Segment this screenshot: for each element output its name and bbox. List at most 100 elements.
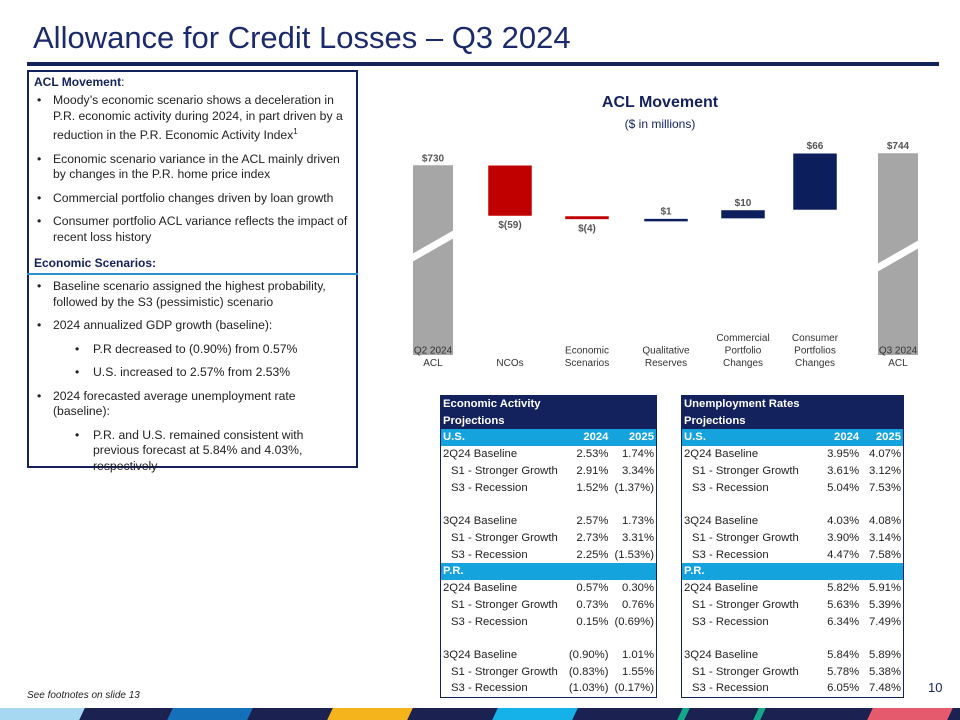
value-2024: 2.25% [576,548,609,561]
heading-text: ACL Movement [34,75,122,89]
value-2024: 3.90% [827,531,860,544]
value-2025: 7.58% [868,548,901,561]
footer-stripe [0,708,960,720]
value-2024: 5.82% [827,582,860,595]
column-header: 2025 [861,429,904,446]
value-2025: 0.76% [621,598,654,611]
value-2025: 5.91% [868,582,901,595]
value-2024: 4.03% [827,515,860,528]
table-row: 2Q24 Baseline 5.82% 5.91% [682,580,904,597]
value-2024: (0.83%) [568,665,609,678]
value-2025: 4.08% [868,515,901,528]
value-2024: (1.03%) [568,682,609,695]
value-2024: 0.57% [576,582,609,595]
value-2025: 3.34% [621,464,654,477]
value-2025: 7.53% [868,481,901,494]
table-row: S3 - Recession (1.03%) (0.17%) [441,680,657,697]
bullet: Commercial portfolio changes driven by l… [35,191,350,207]
value-2024: 6.34% [827,615,860,628]
data-label: $10 [735,198,752,209]
column-header [861,563,904,580]
scenario-label: S1 - Stronger Growth [692,464,799,477]
column-header [819,563,862,580]
table-row: 3Q24 Baseline 4.03% 4.08% [682,513,904,530]
value-2025: 1.01% [621,649,654,662]
data-label: $1 [660,207,672,218]
spacer-row [682,630,904,647]
category-label: Consumer Portfolios Changes [792,333,839,369]
value-2024: 5.63% [827,598,860,611]
bar-total [413,165,453,355]
commentary-panel: ACL Movement: Moody’s economic scenario … [27,70,358,473]
category-label: Qualitative Reserves [642,346,690,370]
scenario-label: 2Q24 Baseline [684,582,759,595]
table-row: S1 - Stronger Growth 5.78% 5.38% [682,664,904,681]
value-2025: (0.17%) [614,682,654,695]
table-row: 3Q24 Baseline 5.84% 5.89% [682,647,904,664]
chart-subtitle: ($ in millions) [624,117,696,131]
value-2025: 7.48% [868,682,901,695]
table-title-row: Projections [440,412,657,429]
value-2024: 0.73% [576,598,609,611]
section-name: P.R. [681,563,820,580]
bullet: Baseline scenario assigned the highest p… [35,279,350,310]
section-divider [27,273,358,276]
value-2025: (1.37%) [614,481,654,494]
table-row: S3 - Recession 1.52% (1.37%) [441,479,657,496]
column-header: 2024 [819,429,862,446]
stripe-segment [677,708,690,720]
value-2025: 0.30% [621,582,654,595]
table-row: S1 - Stronger Growth 5.63% 5.39% [682,597,904,614]
spacer-row [682,496,904,513]
table-row: S1 - Stronger Growth 3.61% 3.12% [682,463,904,480]
data-label: $730 [422,153,445,164]
table-row: S3 - Recession 5.04% 7.53% [682,479,904,496]
scenario-label: S1 - Stronger Growth [692,598,799,611]
value-2025: 7.49% [868,615,901,628]
table-row: S3 - Recession 6.34% 7.49% [682,613,904,630]
value-2025: 1.73% [621,515,654,528]
value-2024: 5.78% [827,665,860,678]
bar-delta [720,209,766,219]
value-2025: 3.12% [868,464,901,477]
value-2025: 5.39% [868,598,901,611]
table-row: S3 - Recession 4.47% 7.58% [682,546,904,563]
spacer-row [441,496,657,513]
value-2024: 5.84% [827,649,860,662]
table-row: S3 - Recession 6.05% 7.48% [682,680,904,697]
category-label: Economic Scenarios [565,346,609,370]
bullet-text: Moody’s economic scenario shows a decele… [53,93,343,143]
bullet: 2024 forecasted average unemployment rat… [35,389,350,420]
column-header: 2024 [565,429,611,446]
section-header-row: U.S. 2024 2025 [681,429,904,446]
scenario-label: S3 - Recession [451,615,528,628]
value-2025: (1.53%) [614,548,654,561]
table-row: 2Q24 Baseline 3.95% 4.07% [682,446,904,463]
value-2024: 6.05% [827,682,860,695]
value-2024: 1.52% [576,481,609,494]
section-name: U.S. [681,429,820,446]
table-row: S1 - Stronger Growth 3.90% 3.14% [682,530,904,547]
scenario-label: S3 - Recession [692,548,769,561]
stripe-segment [492,708,578,720]
scenario-label: S1 - Stronger Growth [451,598,558,611]
page-title: Allowance for Credit Losses – Q3 2024 [33,20,571,55]
stripe-segment [0,708,85,720]
value-2025: 3.14% [868,531,901,544]
data-label: $(4) [578,223,596,234]
table-title: Unemployment Rates [681,395,904,413]
column-header [610,563,657,580]
scenario-label: 2Q24 Baseline [684,448,759,461]
stripe-segment [167,708,253,720]
spacer-row [441,630,657,647]
scenario-label: 2Q24 Baseline [443,448,518,461]
table-row: S3 - Recession 2.25% (1.53%) [441,546,657,563]
scenario-label: S3 - Recession [451,481,528,494]
value-2024: 3.61% [827,464,860,477]
table-row: 2Q24 Baseline 0.57% 0.30% [441,580,657,597]
table-row: S3 - Recession 0.15% (0.69%) [441,613,657,630]
value-2024: 2.91% [576,464,609,477]
scenario-label: 3Q24 Baseline [684,515,759,528]
table-title: Projections [440,412,657,429]
bar-delta [792,152,838,211]
